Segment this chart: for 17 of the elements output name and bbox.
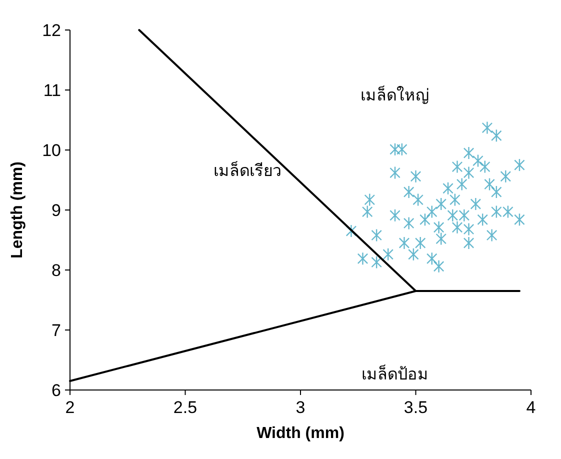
y-tick-label: 6 [52,380,61,400]
y-tick-label: 10 [42,140,61,160]
y-tick-label: 9 [52,200,61,220]
x-tick-label: 4 [526,398,536,417]
y-axis-title: Length (mm) [9,162,26,258]
y-tick-label: 7 [52,320,61,340]
x-tick-label: 2.5 [173,398,198,417]
y-tick-label: 11 [43,80,61,100]
x-tick-label: 2 [65,398,75,417]
annotation: เมล็ดใหญ่ [360,84,430,104]
y-tick-label: 12 [42,20,61,40]
x-tick-label: 3 [296,398,306,417]
x-axis-title: Width (mm) [256,425,344,442]
y-tick-label: 8 [52,260,61,280]
x-tick-label: 3.5 [404,398,428,417]
annotation: เมล็ดป้อม [362,363,429,384]
annotation: เมล็ดเรียว [213,160,282,180]
